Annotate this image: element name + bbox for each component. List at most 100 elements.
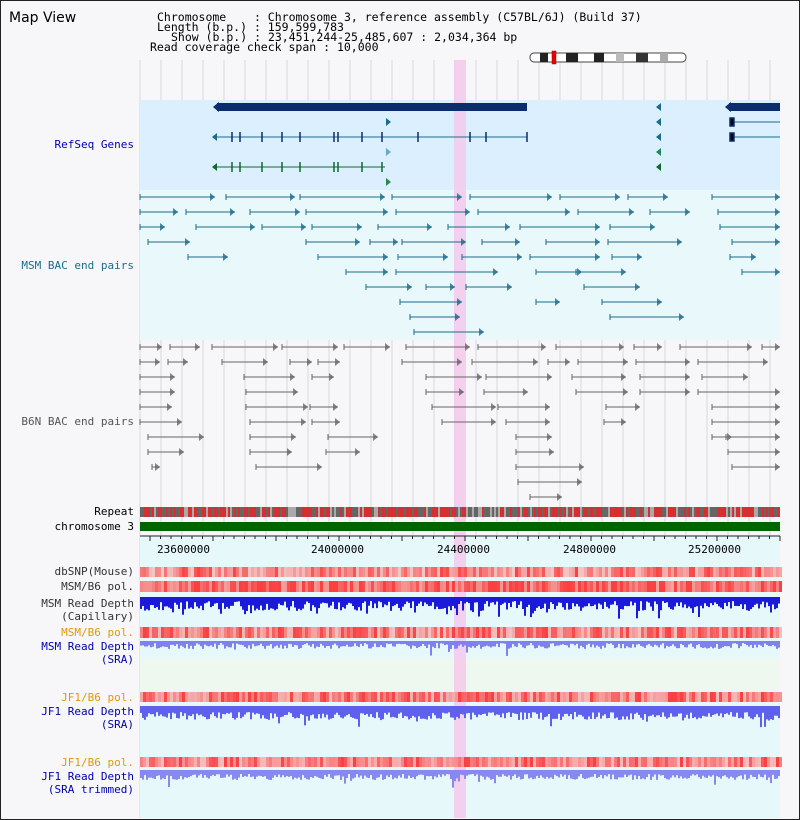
msm-bac-pair[interactable]	[559, 193, 620, 201]
chromosome-ideogram[interactable]	[529, 50, 687, 65]
b6n-bac-pair[interactable]	[571, 373, 626, 381]
msm-bac-pair[interactable]	[465, 283, 512, 291]
b6n-bac-pair[interactable]	[151, 463, 160, 471]
msm-bac-pair[interactable]	[649, 208, 690, 216]
b6n-bac-pair[interactable]	[497, 403, 550, 411]
msm-bac-pair[interactable]	[317, 253, 388, 261]
b6n-bac-pair[interactable]	[517, 478, 582, 486]
msm-bac-pair[interactable]	[447, 223, 510, 231]
b6n-bac-pair[interactable]	[697, 388, 780, 396]
msm-bac-pair[interactable]	[369, 238, 398, 246]
msm-bac-pair[interactable]	[311, 223, 362, 231]
msm-bac-pair[interactable]	[365, 283, 412, 291]
b6n-bac-pair[interactable]	[249, 433, 296, 441]
b6n-bac-pair[interactable]	[255, 463, 322, 471]
b6n-bac-pair[interactable]	[679, 343, 752, 351]
b6n-bac-pair[interactable]	[317, 358, 340, 366]
msm-bac-pair[interactable]	[607, 238, 682, 246]
msm-bac-pair[interactable]	[139, 223, 165, 231]
track-label-refseq[interactable]: RefSeq Genes	[54, 138, 134, 151]
msm-bac-pair[interactable]	[249, 208, 300, 216]
msm-bac-pair[interactable]	[305, 208, 388, 216]
msm-bac-pair[interactable]	[741, 268, 780, 276]
b6n-bac-pair[interactable]	[221, 358, 268, 366]
b6n-bac-pair[interactable]	[575, 388, 628, 396]
b6n-bac-pair[interactable]	[425, 388, 464, 396]
b6n-bac-pair[interactable]	[515, 448, 554, 456]
b6n-bac-pair[interactable]	[639, 388, 690, 396]
b6n-bac-pair[interactable]	[577, 358, 628, 366]
msm-bac-pair[interactable]	[719, 223, 780, 231]
msm-bac-pair[interactable]	[401, 238, 466, 246]
b6n-bac-pair[interactable]	[505, 418, 550, 426]
b6n-bac-pair[interactable]	[441, 418, 496, 426]
b6n-bac-pair[interactable]	[603, 418, 626, 426]
msm-bac-pair[interactable]	[305, 238, 360, 246]
b6n-bac-pair[interactable]	[139, 343, 162, 351]
msm-bac-pair[interactable]	[413, 328, 484, 336]
b6n-bac-pair[interactable]	[327, 433, 378, 441]
msm-bac-pair[interactable]	[397, 253, 448, 261]
msm-bac-pair[interactable]	[609, 223, 655, 231]
b6n-bac-pair[interactable]	[711, 418, 780, 426]
b6n-bac-pair[interactable]	[245, 403, 308, 411]
b6n-bac-pair[interactable]	[701, 373, 748, 381]
b6n-bac-pair[interactable]	[139, 418, 182, 426]
b6n-bac-pair[interactable]	[635, 358, 690, 366]
msm-bac-pair[interactable]	[461, 253, 522, 261]
refseq-genes[interactable]	[212, 102, 780, 186]
msm-bac-pair[interactable]	[195, 223, 255, 231]
msm-bac-pair[interactable]	[425, 283, 455, 291]
msm-bac-pair[interactable]	[395, 208, 470, 216]
b6n-bac-pair[interactable]	[731, 463, 780, 471]
track-label-b6n-bac[interactable]: B6N BAC end pairs	[21, 415, 134, 428]
track-label-msm-bac[interactable]: MSM BAC end pairs	[21, 259, 134, 272]
msm-bac-pair[interactable]	[185, 208, 235, 216]
msm-bac-pair[interactable]	[399, 298, 462, 306]
msm-bac-pair[interactable]	[731, 238, 780, 246]
b6n-bac-pair[interactable]	[139, 403, 172, 411]
b6n-bac-pair[interactable]	[309, 403, 338, 411]
b6n-bac-pair[interactable]	[547, 358, 570, 366]
msm-bac-pair[interactable]	[611, 253, 642, 261]
b6n-bac-pair[interactable]	[711, 403, 780, 411]
b6n-bac-pair[interactable]	[761, 343, 780, 351]
msm-bac-pair[interactable]	[717, 208, 780, 216]
b6n-bac-pair[interactable]	[405, 343, 470, 351]
msm-bac-pair[interactable]	[535, 298, 560, 306]
msm-bac-pair[interactable]	[575, 268, 626, 276]
b6n-bac-pair[interactable]	[727, 448, 780, 456]
msm-bac-pair[interactable]	[469, 193, 552, 201]
msm-bac-pair[interactable]	[601, 298, 662, 306]
msm-bac-pair[interactable]	[299, 193, 385, 201]
msm-bac-pair[interactable]	[395, 268, 498, 276]
b6n-bac-pair[interactable]	[483, 388, 528, 396]
b6n-bac-pair[interactable]	[211, 343, 278, 351]
b6n-bac-pair[interactable]	[243, 373, 295, 381]
msm-bac-pair[interactable]	[545, 238, 600, 246]
msm-bac-pair[interactable]	[519, 223, 600, 231]
b6n-bac-pair[interactable]	[139, 358, 160, 366]
b6n-bac-pair[interactable]	[477, 343, 546, 351]
b6n-bac-pair[interactable]	[401, 358, 462, 366]
b6n-bac-pair[interactable]	[169, 343, 200, 351]
b6n-bac-pair[interactable]	[471, 358, 538, 366]
msm-bac-pair[interactable]	[187, 253, 228, 261]
msm-bac-pair[interactable]	[627, 193, 668, 201]
b6n-bac-pair[interactable]	[249, 418, 306, 426]
b6n-bac-pair[interactable]	[515, 433, 552, 441]
b6n-bac-pair[interactable]	[139, 388, 175, 396]
b6n-bac-pair[interactable]	[147, 448, 184, 456]
msm-bac-pair[interactable]	[139, 193, 215, 201]
msm-bac-pair[interactable]	[583, 283, 640, 291]
b6n-bac-pair[interactable]	[431, 403, 496, 411]
msm-bac-pair[interactable]	[477, 208, 570, 216]
b6n-bac-pair[interactable]	[289, 358, 312, 366]
b6n-bac-pair[interactable]	[311, 418, 340, 426]
b6n-bac-pair[interactable]	[167, 358, 188, 366]
b6n-bac-pair[interactable]	[245, 388, 298, 396]
msm-bac-pair[interactable]	[345, 268, 388, 276]
msm-bac-pair[interactable]	[391, 193, 462, 201]
b6n-bac-pair[interactable]	[605, 403, 640, 411]
